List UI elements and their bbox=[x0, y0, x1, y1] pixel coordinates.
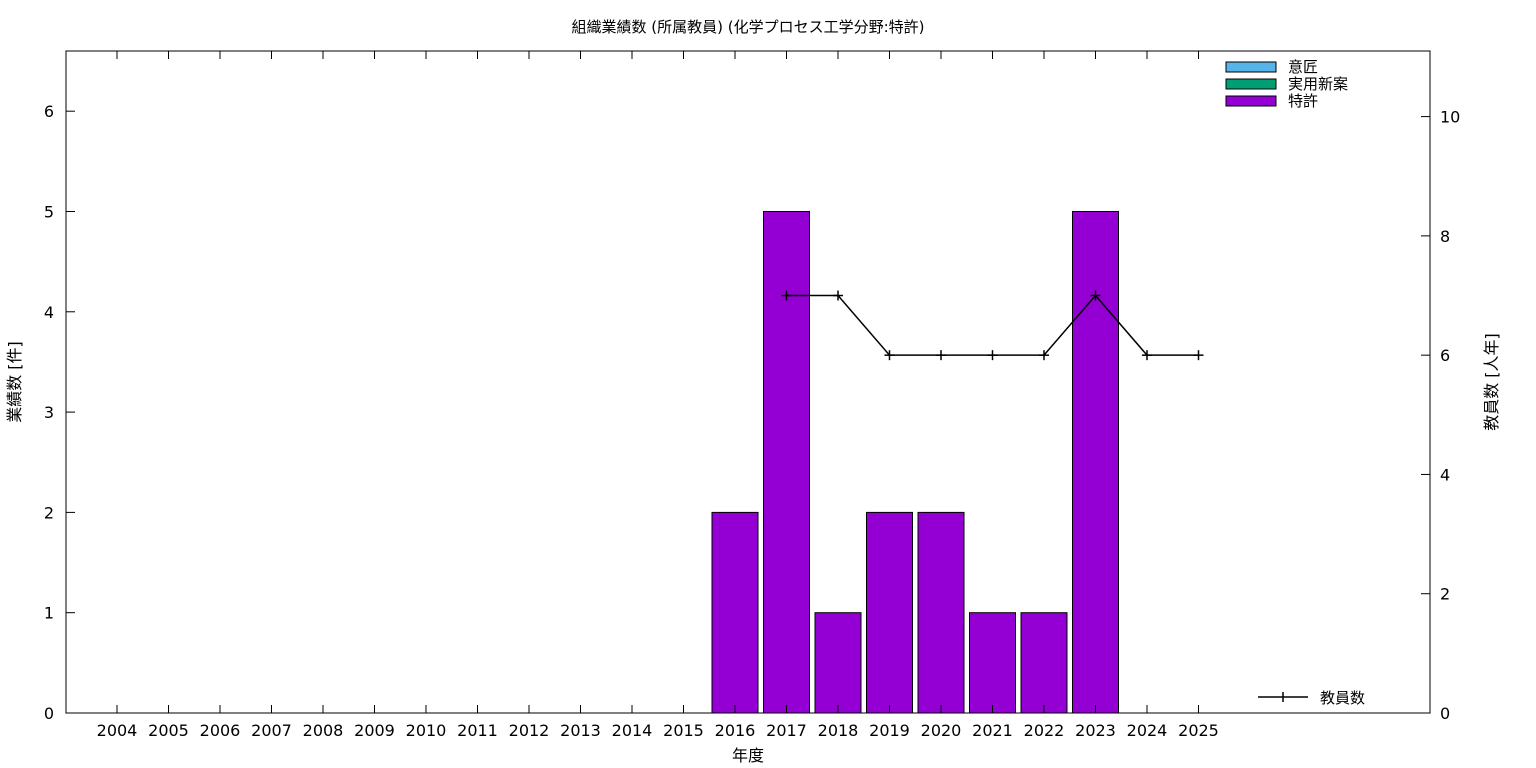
bar bbox=[1020, 612, 1068, 714]
x-tick-label: 2004 bbox=[97, 721, 138, 740]
y-tick-label: 4 bbox=[44, 303, 54, 322]
x-tick-label: 2011 bbox=[457, 721, 498, 740]
x-tick-label: 2006 bbox=[200, 721, 241, 740]
bar bbox=[814, 612, 862, 714]
y2-tick-label: 4 bbox=[1440, 465, 1450, 484]
legend-swatch bbox=[1225, 78, 1277, 90]
bars-group bbox=[711, 210, 1119, 714]
x-tick-label: 2013 bbox=[560, 721, 601, 740]
x-tick-label: 2010 bbox=[406, 721, 447, 740]
y-tick-label: 2 bbox=[44, 503, 54, 522]
x-tick-label: 2015 bbox=[663, 721, 704, 740]
legend-label: 特許 bbox=[1288, 92, 1318, 110]
x-tick-label: 2007 bbox=[251, 721, 292, 740]
legend-swatch bbox=[1225, 95, 1277, 107]
y2-axis-label: 教員数 [人年] bbox=[1482, 333, 1501, 431]
y-tick-label: 5 bbox=[44, 202, 54, 221]
legend-swatch bbox=[1225, 61, 1277, 73]
legend-label: 実用新案 bbox=[1288, 75, 1348, 93]
x-tick-label: 2009 bbox=[354, 721, 395, 740]
axes-group: 0 1 2 3 4 5 6 0 2 4 6 8 10 2004 2005 2006 2007 2008 2009 20… bbox=[44, 51, 1460, 740]
bar bbox=[917, 511, 965, 714]
x-tick-label: 2020 bbox=[921, 721, 962, 740]
x-tick-label: 2022 bbox=[1024, 721, 1065, 740]
y-tick-label: 6 bbox=[44, 102, 54, 121]
x-tick-label: 2016 bbox=[715, 721, 756, 740]
x-tick-label: 2021 bbox=[972, 721, 1013, 740]
bar bbox=[1072, 210, 1119, 714]
x-tick-label: 2008 bbox=[303, 721, 344, 740]
bar bbox=[763, 210, 810, 714]
x-tick-label: 2012 bbox=[509, 721, 550, 740]
y2-tick-label: 8 bbox=[1440, 227, 1450, 246]
bar bbox=[866, 511, 913, 714]
y-axis-label: 業績数 [件] bbox=[5, 341, 24, 423]
bar bbox=[969, 612, 1016, 714]
bar bbox=[711, 511, 759, 714]
x-axis-label: 年度 bbox=[732, 746, 764, 765]
y2-tick-label: 2 bbox=[1440, 585, 1450, 604]
y2-tick-label: 6 bbox=[1440, 346, 1450, 365]
chart-title: 組織業績数 (所属教員) (化学プロセス工学分野:特許) bbox=[571, 18, 924, 36]
x-tick-label: 2017 bbox=[766, 721, 807, 740]
y-tick-label: 0 bbox=[44, 704, 54, 723]
y-tick-label: 1 bbox=[44, 604, 54, 623]
legend-label: 教員数 bbox=[1320, 689, 1365, 707]
y-tick-label: 3 bbox=[44, 403, 54, 422]
x-tick-label: 2019 bbox=[869, 721, 910, 740]
x-tick-label: 2014 bbox=[612, 721, 653, 740]
x-tick-label: 2023 bbox=[1075, 721, 1116, 740]
legend-label: 意匠 bbox=[1288, 58, 1318, 76]
y2-tick-label: 0 bbox=[1440, 704, 1450, 723]
staff-line bbox=[786, 294, 1199, 356]
x-tick-label: 2024 bbox=[1127, 721, 1168, 740]
x-tick-label: 2018 bbox=[818, 721, 859, 740]
x-tick-label: 2025 bbox=[1178, 721, 1219, 740]
staff-line-group bbox=[781, 290, 1204, 361]
y2-tick-label: 10 bbox=[1440, 108, 1460, 127]
x-tick-label: 2005 bbox=[148, 721, 189, 740]
